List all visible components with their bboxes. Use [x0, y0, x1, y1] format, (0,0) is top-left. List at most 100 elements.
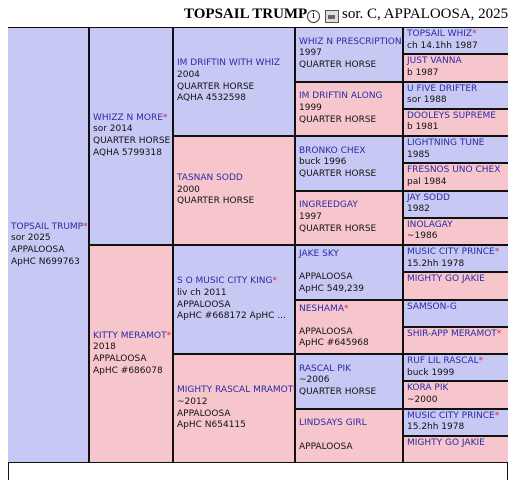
horse-link[interactable]: SHIR-APP MERAMOT	[407, 328, 497, 339]
horse-detail: 1985	[407, 149, 430, 160]
horse-link[interactable]: INGREEDGAY	[299, 200, 358, 211]
pedigree-cell-gen1: WHIZZ N MORE* sor 2014 QUARTER HORSE AQHA 5…	[90, 28, 172, 244]
horse-detail: QUARTER HORSE	[299, 169, 377, 180]
horse-detail: AQHA 4532598	[177, 93, 246, 104]
horse-detail	[299, 315, 399, 327]
pedigree-cell-gen2: TASNAN SODD 2000 QUARTER HORSE	[174, 137, 294, 244]
horse-link[interactable]: MUSIC CITY PRINCE	[407, 410, 495, 421]
pedigree-cell-gen3: NESHAMA* APPALOOSA ApHC #645968	[296, 300, 402, 353]
horse-detail: 15.2hh 1978	[407, 422, 465, 433]
pedigree-cell-gen1: KITTY MERAMOT* 2018 APPALOOSA ApHC #686078	[90, 246, 172, 462]
pedigree-cell-gen4: LIGHTNING TUNE 1985	[404, 137, 508, 163]
horse-detail: APPALOOSA	[93, 354, 147, 364]
star-marker: *	[472, 29, 477, 39]
pedigree-cell-gen4: JUST VANNA b 1987	[404, 55, 508, 81]
horse-detail: 1997	[299, 211, 322, 222]
horse-link[interactable]: JAKE SKY	[299, 249, 339, 260]
horse-detail: pal 1984	[407, 176, 447, 187]
horse-detail: QUARTER HORSE	[177, 196, 255, 207]
horse-link[interactable]: JUST VANNA	[407, 56, 462, 67]
pedigree-chart: TOPSAIL TRUMP* sor 2025 APPALOOSA ApHC N699…	[8, 27, 508, 480]
horse-detail: ~1986	[407, 231, 438, 242]
horse-link[interactable]: DOOLEYS SUPREME	[407, 110, 496, 121]
horse-detail: buck 1999	[407, 367, 455, 378]
photo-icon[interactable]	[325, 10, 339, 23]
horse-link[interactable]: LIGHTNING TUNE	[407, 138, 485, 148]
horse-link[interactable]: IM DRIFTIN WITH WHIZ	[177, 58, 281, 69]
horse-link[interactable]: U FIVE DRIFTER	[407, 83, 478, 94]
star-marker: *	[343, 303, 349, 314]
pedigree-cell-gen4: JAY SODD 1982	[404, 191, 508, 217]
horse-detail: APPALOOSA	[299, 272, 353, 283]
horse-link[interactable]: INOLAGAY	[407, 219, 453, 230]
pedigree-cell-gen4: DOOLEYS SUPREME b 1981	[404, 109, 508, 135]
horse-link[interactable]: MUSIC CITY PRINCE	[407, 247, 495, 257]
horse-detail: 2018	[93, 342, 116, 353]
horse-detail: QUARTER HORSE	[299, 223, 377, 234]
horse-detail: ~2006	[299, 375, 330, 386]
horse-detail: 2004	[177, 69, 200, 80]
horse-link[interactable]: MIGHTY GO JAKIE	[407, 274, 485, 285]
star-marker: *	[272, 276, 277, 287]
horse-link[interactable]: BRONKO CHEX	[299, 145, 366, 156]
horse-link[interactable]: RUF LIL RASCAL	[407, 356, 479, 366]
pedigree-cell-gen4: KORA PIK ~2000	[404, 382, 508, 408]
horse-detail: ApHC N654115	[177, 420, 246, 431]
horse-link[interactable]: MIGHTY RASCAL MRAMOT	[177, 385, 294, 396]
horse-link[interactable]: NESHAMA	[299, 303, 344, 314]
horse-detail: QUARTER HORSE	[299, 60, 377, 71]
horse-link[interactable]: FRESNOS UNO CHEX	[407, 165, 501, 176]
star-marker: *	[293, 385, 294, 395]
horse-detail: APPALOOSA	[11, 245, 65, 255]
horse-description: sor. C, APPALOOSA, 2025	[342, 6, 508, 22]
pedigree-cell-gen0: TOPSAIL TRUMP* sor 2025 APPALOOSA ApHC N699…	[8, 28, 88, 462]
horse-detail: sor 2025	[11, 233, 51, 244]
horse-detail: QUARTER HORSE	[299, 387, 377, 398]
horse-detail: QUARTER HORSE	[93, 136, 171, 146]
pedigree-cell-gen3: BRONKO CHEX buck 1996 QUARTER HORSE	[296, 137, 402, 190]
horse-link[interactable]: SAMSON-G	[407, 301, 457, 312]
horse-detail: ApHC N699763	[11, 256, 80, 267]
horse-detail: 1997	[299, 48, 322, 59]
pedigree-cell-gen4: RUF LIL RASCAL* buck 1999	[404, 355, 508, 381]
horse-link[interactable]: TOPSAIL TRUMP	[11, 221, 84, 232]
horse-link[interactable]: LINDSAYS GIRL	[299, 418, 367, 429]
star-marker: *	[496, 328, 502, 339]
horse-detail: QUARTER HORSE	[177, 81, 255, 92]
horse-detail: 2000	[177, 184, 200, 195]
horse-detail: sor 2014	[93, 124, 133, 135]
horse-detail: AQHA 5799318	[93, 147, 162, 158]
pedigree-cell-gen4: U FIVE DRIFTER sor 1988	[404, 82, 508, 108]
pedigree-cell-gen4: MIGHTY GO JAKIE	[404, 436, 508, 462]
pedigree-cell-gen4: MUSIC CITY PRINCE* 15.2hh 1978	[404, 246, 508, 272]
horse-name-title: TOPSAIL TRUMP	[184, 6, 308, 22]
horse-link[interactable]: TASNAN SODD	[177, 173, 243, 184]
horse-link[interactable]: WHIZZ N MORE	[93, 112, 163, 123]
horse-detail: liv ch 2011	[177, 287, 227, 298]
horse-link[interactable]: MIGHTY GO JAKIE	[407, 437, 485, 448]
horse-link[interactable]: TOPSAIL WHIZ	[407, 29, 473, 39]
horse-link[interactable]: KITTY MERAMOT	[93, 330, 167, 341]
pedigree-cell-gen2: S O MUSIC CITY KING* liv ch 2011 APPALOOSA…	[174, 246, 294, 353]
horse-link[interactable]: JAY SODD	[407, 192, 450, 203]
pedigree-cell-gen3: INGREEDGAY 1997 QUARTER HORSE	[296, 191, 402, 244]
pedigree-cell-gen4: FRESNOS UNO CHEX pal 1984	[404, 164, 508, 190]
horse-detail: APPALOOSA	[299, 441, 353, 452]
horse-link[interactable]: IM DRIFTIN ALONG	[299, 91, 383, 102]
star-marker: *	[166, 330, 172, 341]
horse-detail: ch 14.1hh 1987	[407, 40, 478, 51]
horse-link[interactable]: KORA PIK	[407, 383, 449, 394]
horse-link[interactable]: RASCAL PIK	[299, 363, 352, 374]
horse-detail: ApHC #645968	[299, 338, 369, 349]
pedigree-cell-gen4: TOPSAIL WHIZ* ch 14.1hh 1987	[404, 28, 508, 54]
horse-link[interactable]: WHIZ N PRESCRIPTION	[299, 36, 402, 47]
info-icon[interactable]: i	[307, 10, 320, 23]
horse-detail: b 1987	[407, 67, 439, 78]
pedigree-cell-gen4: SAMSON-G	[404, 300, 508, 326]
horse-link[interactable]: S O MUSIC CITY KING	[177, 276, 273, 287]
horse-detail: 15.2hh 1978	[407, 258, 465, 269]
horse-detail: ApHC #668172 ApHC ...	[177, 311, 286, 322]
star-marker: *	[83, 221, 88, 232]
horse-detail	[299, 430, 399, 442]
pedigree-cell-gen3: WHIZ N PRESCRIPTION 1997 QUARTER HORSE	[296, 28, 402, 81]
